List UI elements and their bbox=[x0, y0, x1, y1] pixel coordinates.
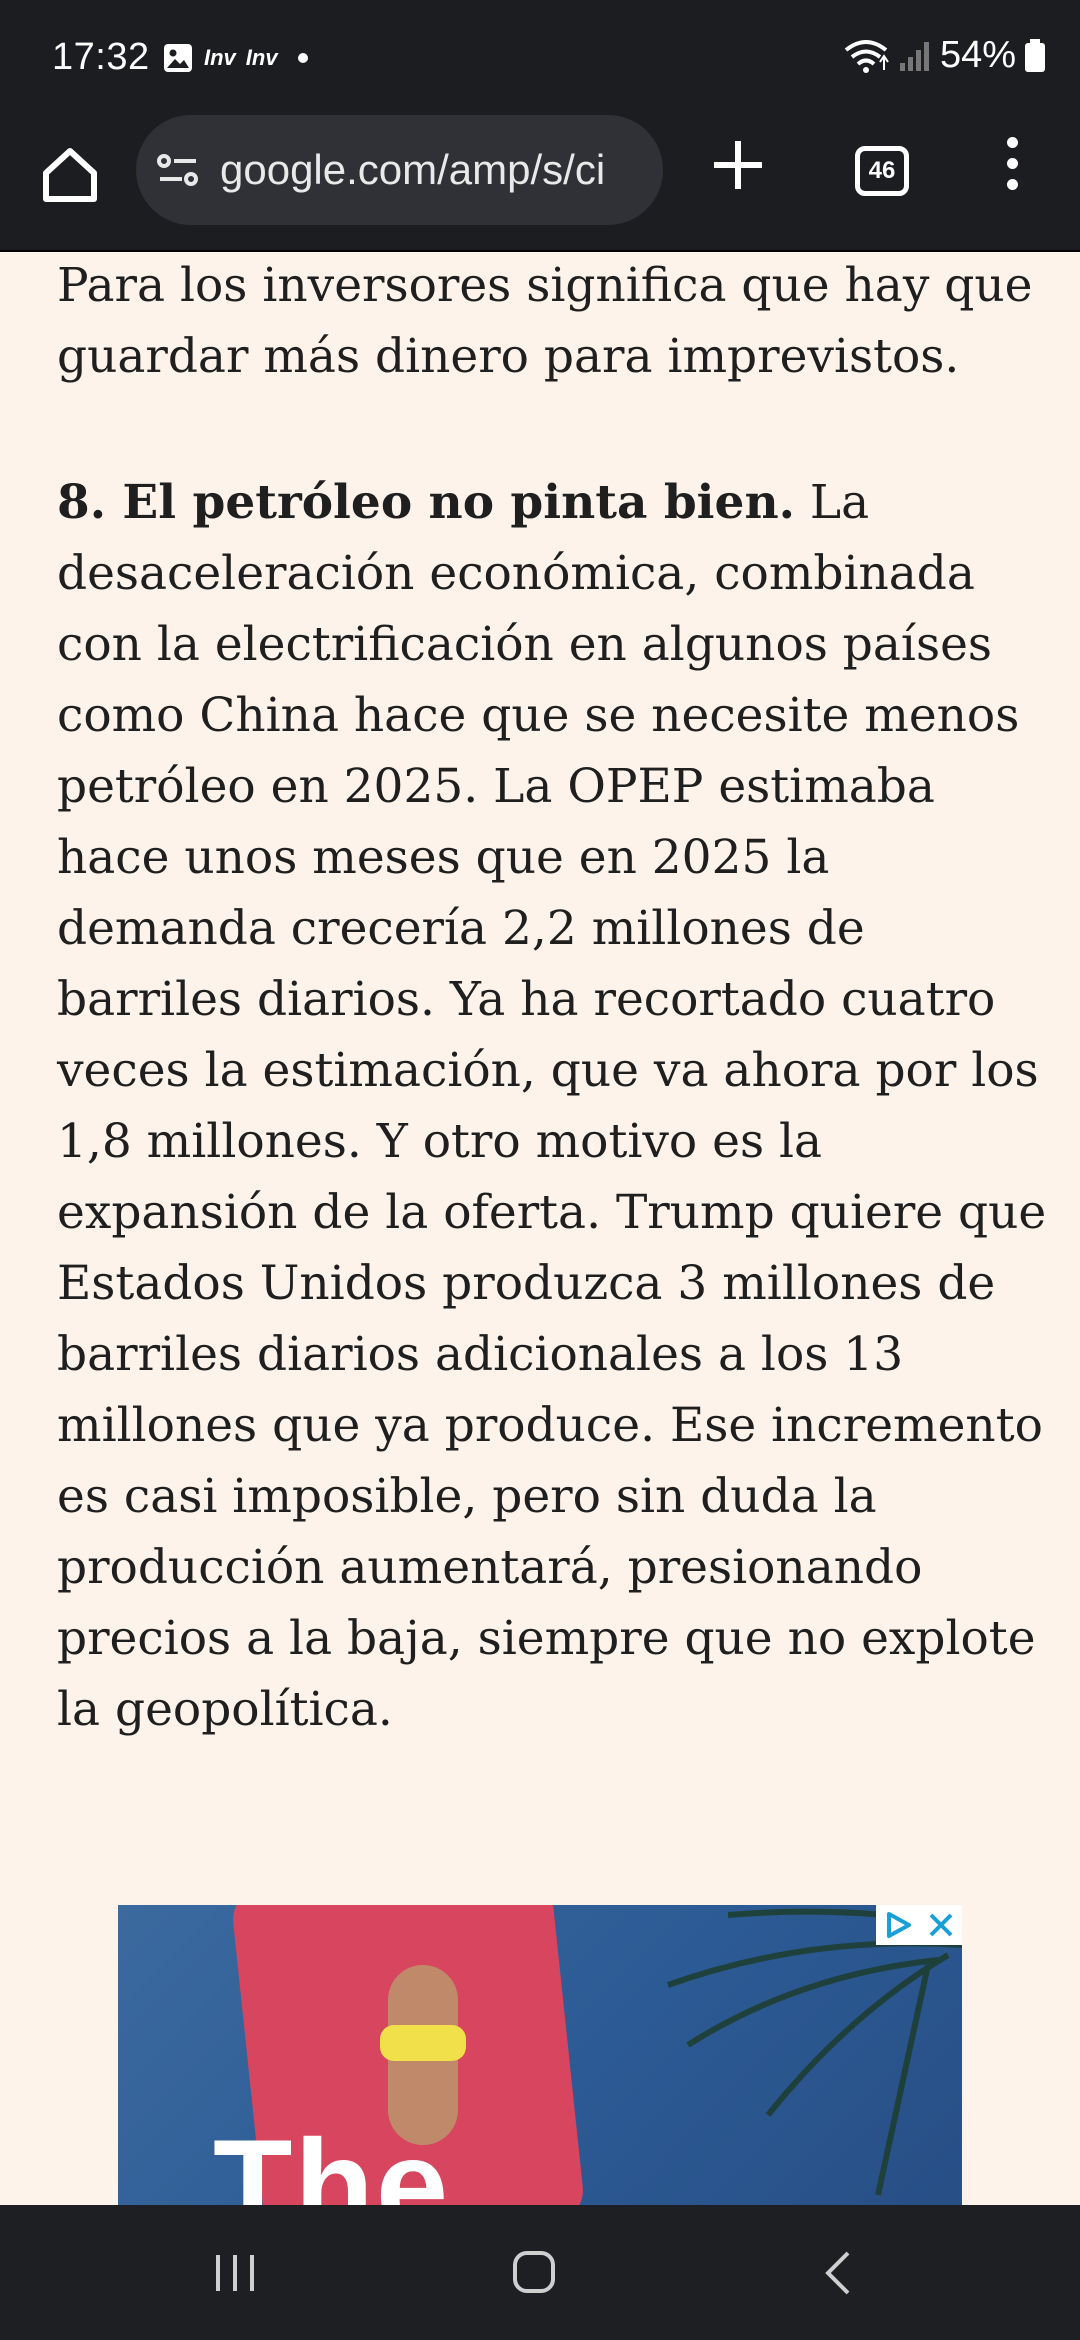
status-bar: 17:32 Inv Inv 54% bbox=[0, 0, 1080, 115]
ad-choices-icon[interactable] bbox=[883, 1910, 913, 1940]
section-heading: 8. El petróleo no pinta bien. bbox=[57, 475, 795, 530]
home-icon[interactable] bbox=[38, 143, 102, 207]
ad-swimsuit bbox=[380, 2025, 466, 2061]
url-text[interactable]: google.com/amp/s/ci bbox=[220, 146, 606, 193]
ad-choices-badge[interactable] bbox=[876, 1905, 962, 1945]
paragraph-oil: 8. El petróleo no pinta bien. La desacel… bbox=[57, 467, 1047, 1745]
new-tab-icon[interactable] bbox=[706, 133, 770, 197]
battery-percent: 54% bbox=[939, 34, 1016, 76]
browser-toolbar: google.com/amp/s/ci 46 bbox=[0, 115, 1080, 252]
paragraph-oil-text: La desaceleración económica, combinada c… bbox=[57, 475, 1047, 1737]
site-settings-icon[interactable] bbox=[156, 150, 200, 190]
gallery-icon bbox=[164, 44, 192, 72]
back-icon[interactable] bbox=[820, 2249, 854, 2297]
advertisement-banner[interactable]: The bbox=[118, 1905, 962, 2205]
home-nav-icon[interactable] bbox=[512, 2250, 556, 2294]
status-right: 54% bbox=[842, 34, 1046, 77]
notif-app-2: Inv bbox=[245, 45, 278, 70]
notification-icons: Inv Inv bbox=[162, 42, 308, 74]
more-menu-icon[interactable] bbox=[1000, 137, 1024, 197]
ad-palm-leaves bbox=[666, 1908, 962, 2196]
ad-close-icon[interactable] bbox=[927, 1911, 955, 1939]
system-navigation-bar bbox=[0, 2205, 1080, 2340]
paragraph-investors: Para los inversores significa que hay qu… bbox=[57, 258, 1033, 384]
article-body: Para los inversores significa que hay qu… bbox=[57, 250, 1047, 1745]
battery-icon bbox=[1025, 38, 1045, 72]
address-bar[interactable]: google.com/amp/s/ci bbox=[136, 115, 663, 225]
wifi-icon bbox=[844, 39, 889, 73]
recent-apps-icon[interactable] bbox=[212, 2253, 258, 2293]
more-notifications-dot bbox=[297, 53, 308, 63]
status-time: 17:32 bbox=[52, 36, 150, 78]
tab-switcher-button[interactable]: 46 bbox=[855, 146, 909, 196]
notif-app-1: Inv bbox=[204, 45, 236, 70]
ad-headline: The bbox=[213, 2112, 451, 2205]
signal-icon bbox=[899, 41, 929, 71]
